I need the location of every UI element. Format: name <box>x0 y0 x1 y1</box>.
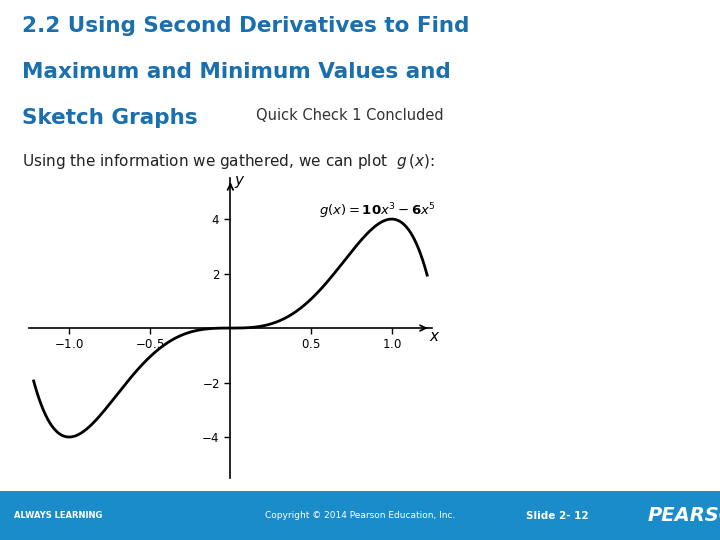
Text: $y$: $y$ <box>234 174 246 190</box>
Text: $g(x) = \mathbf{10}x^3 - \mathbf{6}x^5$: $g(x) = \mathbf{10}x^3 - \mathbf{6}x^5$ <box>319 201 436 221</box>
Text: Maximum and Minimum Values and: Maximum and Minimum Values and <box>22 62 450 82</box>
Circle shape <box>360 0 720 356</box>
Text: PEARSON: PEARSON <box>648 506 720 525</box>
Text: $x$: $x$ <box>429 329 441 345</box>
Text: Slide 2- 12: Slide 2- 12 <box>526 511 588 521</box>
Text: ALWAYS LEARNING: ALWAYS LEARNING <box>14 511 103 520</box>
Text: Sketch Graphs: Sketch Graphs <box>22 108 197 128</box>
Text: Copyright © 2014 Pearson Education, Inc.: Copyright © 2014 Pearson Education, Inc. <box>265 511 455 520</box>
Text: Using the information we gathered, we can plot  $g\,(x)$:: Using the information we gathered, we ca… <box>22 152 434 171</box>
Circle shape <box>504 140 720 378</box>
Circle shape <box>360 27 648 243</box>
FancyBboxPatch shape <box>0 0 720 491</box>
Text: 2.2 Using Second Derivatives to Find: 2.2 Using Second Derivatives to Find <box>22 16 469 36</box>
Text: Quick Check 1 Concluded: Quick Check 1 Concluded <box>256 108 444 123</box>
Bar <box>0 491 720 540</box>
Circle shape <box>360 0 720 216</box>
